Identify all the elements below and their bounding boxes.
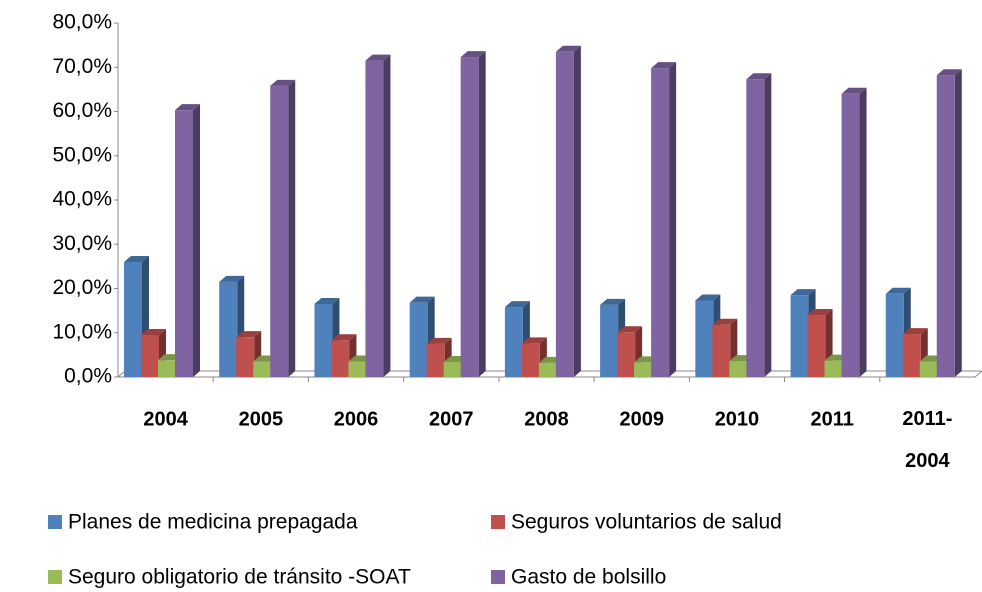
bar-top xyxy=(219,275,245,282)
bar-top xyxy=(460,51,486,58)
bar xyxy=(617,332,636,377)
x-tick-label: 2007 xyxy=(429,408,474,430)
x-tick-label: 2009 xyxy=(619,408,664,430)
bar xyxy=(712,324,731,377)
bar-top xyxy=(175,104,200,111)
bar-top xyxy=(902,328,928,335)
bar-top xyxy=(409,296,435,303)
y-tick-label: 80,0% xyxy=(52,11,112,34)
legend-label: Planes de medicina prepagada xyxy=(68,511,358,534)
bar xyxy=(460,57,479,377)
bar-side xyxy=(764,73,772,377)
bar-top xyxy=(504,301,530,308)
y-tick-label: 10,0% xyxy=(52,320,112,343)
bar-side xyxy=(573,45,581,377)
bar-top xyxy=(712,318,738,325)
bar-top xyxy=(807,309,833,316)
bar xyxy=(409,302,428,377)
bar xyxy=(902,334,921,377)
bar xyxy=(253,361,272,377)
bar-side xyxy=(478,51,486,377)
bar-top xyxy=(331,334,357,341)
bar-side xyxy=(669,62,677,377)
bar-top xyxy=(314,297,340,304)
x-tick-label: 2011-2004 xyxy=(902,408,952,472)
bar xyxy=(141,334,159,377)
bar-side xyxy=(193,104,200,378)
bar-top xyxy=(790,289,816,296)
bar xyxy=(695,300,714,377)
bar xyxy=(651,68,670,377)
legend-label: Gasto de bolsillo xyxy=(511,566,666,589)
y-tick-label: 20,0% xyxy=(52,276,112,299)
y-tick-label: 60,0% xyxy=(52,99,112,122)
bar xyxy=(426,343,445,377)
bar-top xyxy=(746,73,772,80)
bar xyxy=(555,51,574,377)
legend-label: Seguro obligatorio de tránsito -SOAT xyxy=(68,566,411,589)
x-tick-label: 2005 xyxy=(239,408,284,430)
bar xyxy=(348,361,367,377)
bar xyxy=(729,361,748,377)
bar xyxy=(521,343,540,377)
bar xyxy=(807,315,826,377)
bar xyxy=(919,361,938,377)
bar xyxy=(219,281,238,377)
y-tick-label: 70,0% xyxy=(52,55,112,78)
legend-swatch xyxy=(48,515,62,529)
y-tick-label: 30,0% xyxy=(52,232,112,255)
bar-top xyxy=(270,79,296,86)
y-tick-label: 50,0% xyxy=(52,143,112,166)
bar xyxy=(270,85,289,378)
bar-top xyxy=(521,337,547,344)
bar xyxy=(824,360,843,377)
bar-top xyxy=(141,328,166,335)
bar-top xyxy=(555,45,581,52)
y-tick-label: 40,0% xyxy=(52,188,112,211)
legend-swatch xyxy=(491,515,505,529)
bar xyxy=(236,337,255,377)
bar-top xyxy=(651,62,677,69)
bar xyxy=(331,340,350,377)
bar xyxy=(841,93,860,378)
legend-swatch xyxy=(48,570,62,584)
bar xyxy=(885,293,904,377)
bar-top xyxy=(936,69,962,76)
bar-side xyxy=(954,69,962,377)
x-tick-label: 2006 xyxy=(334,408,379,430)
bar xyxy=(443,361,462,377)
bar xyxy=(634,362,653,377)
bar-top xyxy=(841,87,867,94)
bar-side xyxy=(383,54,391,378)
bar-top xyxy=(600,298,626,305)
bar-top xyxy=(885,287,911,294)
x-tick-label: 2004 xyxy=(143,408,188,430)
bar xyxy=(158,360,176,377)
legend-label: Seguros voluntarios de salud xyxy=(511,511,782,534)
bar xyxy=(504,307,523,377)
bar xyxy=(936,75,955,377)
bar-top xyxy=(695,294,721,301)
y-tick-label: 0,0% xyxy=(64,365,112,388)
bar xyxy=(314,303,333,377)
bar-side xyxy=(859,87,867,378)
x-tick-label: 2008 xyxy=(524,408,569,430)
bar-top xyxy=(617,326,643,333)
x-tick-label: 2010 xyxy=(715,408,760,430)
bar-top xyxy=(426,337,452,344)
legend-swatch xyxy=(491,570,505,584)
bar xyxy=(600,304,619,377)
bar-top xyxy=(365,54,391,61)
bar xyxy=(365,60,384,378)
bar-side xyxy=(288,79,296,378)
x-tick-label: 2011 xyxy=(810,408,853,430)
bar xyxy=(538,362,557,377)
bar-top xyxy=(124,255,149,262)
bar xyxy=(124,261,142,377)
bar xyxy=(746,79,765,377)
bar-top xyxy=(236,331,262,338)
bar xyxy=(790,295,809,377)
bar xyxy=(175,110,193,378)
